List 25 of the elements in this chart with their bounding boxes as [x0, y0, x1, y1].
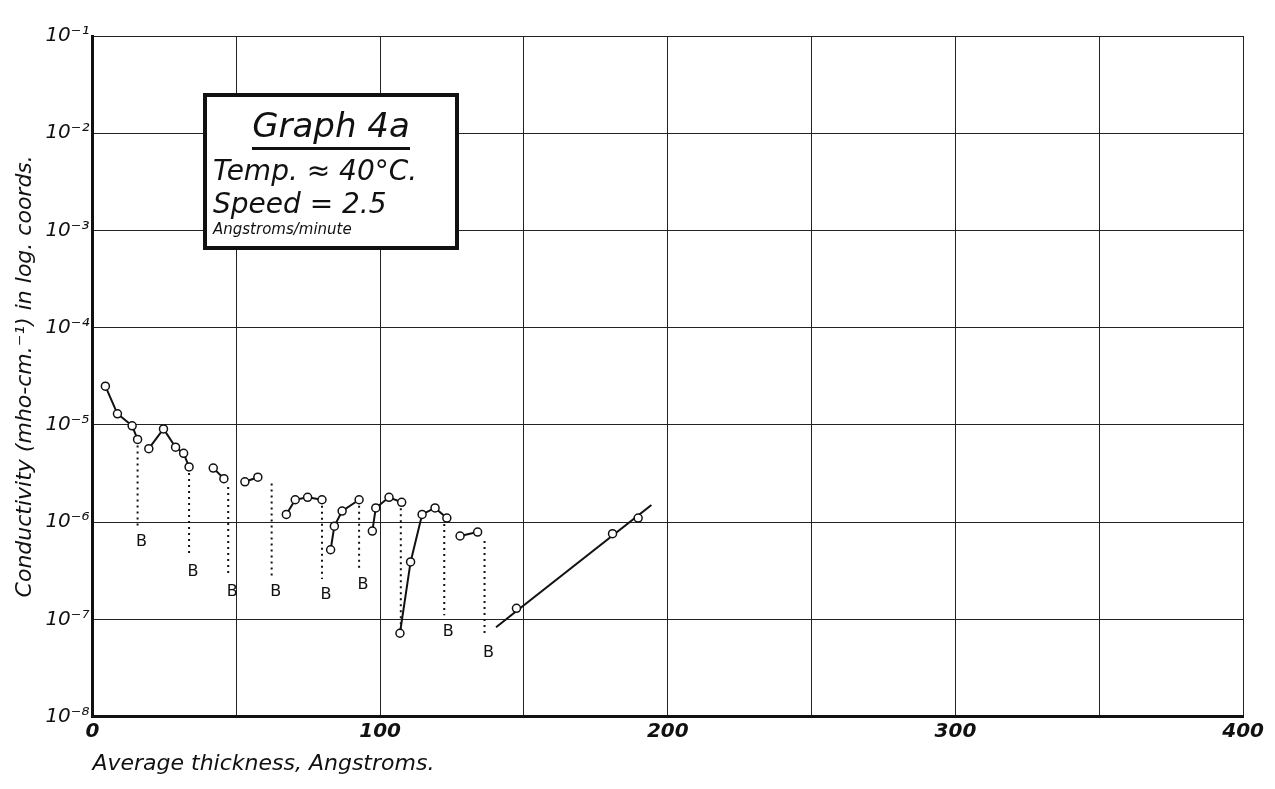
annotation: B — [442, 620, 454, 640]
y-tick-label: 10⁻⁴ — [45, 313, 90, 338]
y-tick-label: 10⁻⁶ — [45, 508, 90, 533]
text: Temp. ≈ 40°C. — [213, 154, 419, 187]
y-tick-label: 10⁻⁷ — [45, 605, 90, 630]
x-tick-label: 100 — [359, 717, 402, 742]
annotation: Speed = 2.5 — [213, 187, 388, 220]
y-tick-label: 10⁻⁵ — [45, 411, 90, 436]
annotation: B — [136, 531, 148, 551]
y-tick-label: 10⁻² — [45, 119, 90, 144]
x-tick-label: 200 — [646, 717, 689, 742]
annotation: B — [270, 581, 282, 601]
text: Graph 4a — [252, 105, 410, 150]
x-axis-title: Average thickness, Angstroms. — [90, 749, 435, 775]
annotation: B — [357, 574, 369, 594]
y-axis-title: Conductivity (mho-cm.⁻¹) in log. coords. — [10, 155, 36, 598]
x-tick-label: 300 — [934, 717, 977, 742]
annotation: Angstroms/minute — [213, 220, 353, 238]
annotation: B — [320, 584, 332, 604]
x-tick-label: 0 — [85, 717, 100, 742]
annotation: B — [187, 561, 199, 581]
y-tick-label: 10⁻¹ — [45, 22, 90, 47]
annotation: B — [483, 642, 495, 662]
y-tick-label: 10⁻³ — [45, 216, 90, 241]
x-tick-label: 400 — [1221, 717, 1265, 742]
